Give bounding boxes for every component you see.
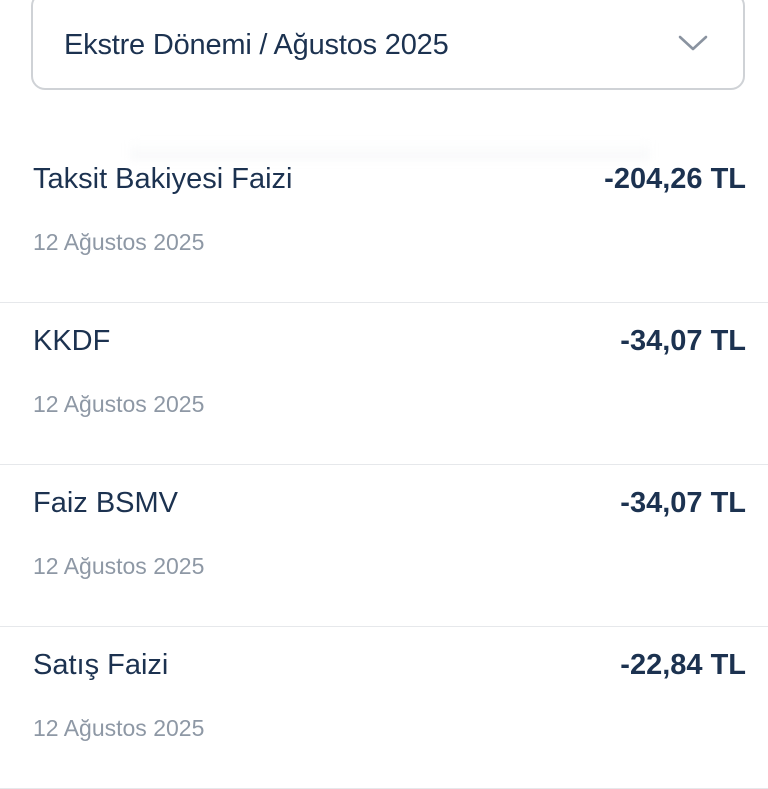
transaction-date: 12 Ağustos 2025	[33, 715, 205, 741]
transaction-date: 12 Ağustos 2025	[33, 553, 205, 579]
transaction-title: Faiz BSMV	[33, 487, 179, 519]
transaction-title: KKDF	[33, 325, 111, 357]
list-item[interactable]: Satış Faizi -22,84 TL 12 Ağustos 2025	[0, 627, 768, 789]
list-shadow	[130, 140, 650, 160]
transaction-amount: -22,84 TL	[620, 649, 746, 681]
transaction-amount: -34,07 TL	[620, 487, 746, 519]
transaction-amount: -204,26 TL	[604, 163, 746, 195]
transaction-date: 12 Ağustos 2025	[33, 391, 205, 417]
transaction-amount: -34,07 TL	[620, 325, 746, 357]
list-item[interactable]: KKDF -34,07 TL 12 Ağustos 2025	[0, 303, 768, 465]
list-item[interactable]: Taksit Bakiyesi Faizi -204,26 TL 12 Ağus…	[0, 141, 768, 303]
list-item[interactable]: Faiz BSMV -34,07 TL 12 Ağustos 2025	[0, 465, 768, 627]
statement-period-label: Ekstre Dönemi / Ağustos 2025	[64, 28, 449, 61]
transaction-title: Taksit Bakiyesi Faizi	[33, 163, 293, 195]
chevron-down-icon	[677, 33, 709, 58]
transaction-date: 12 Ağustos 2025	[33, 229, 205, 255]
statement-period-dropdown[interactable]: Ekstre Dönemi / Ağustos 2025	[31, 0, 745, 90]
transaction-title: Satış Faizi	[33, 649, 169, 681]
